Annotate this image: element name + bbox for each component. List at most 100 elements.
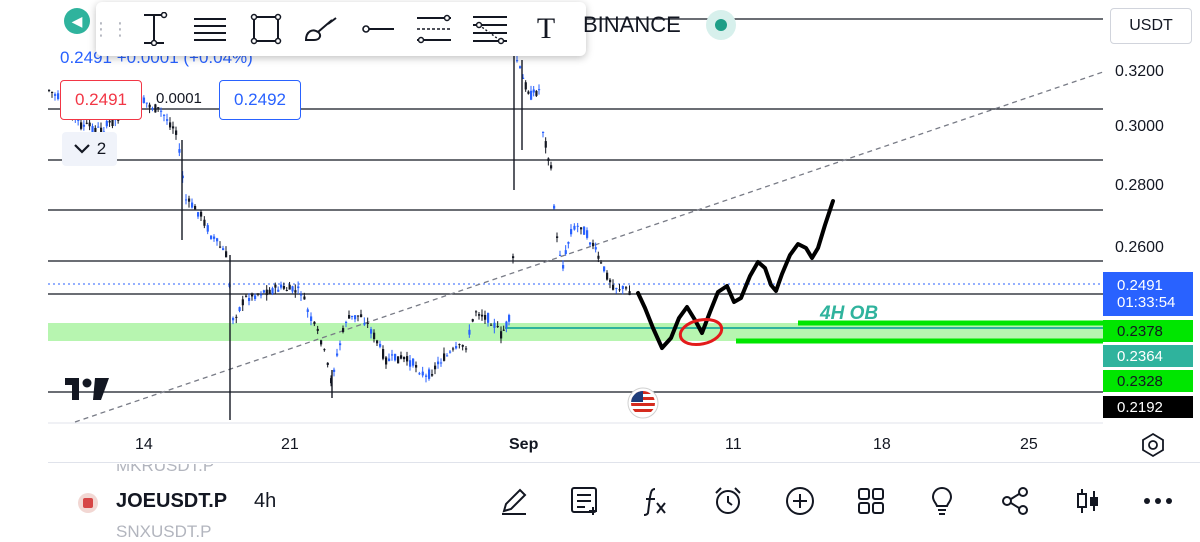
next-symbol[interactable]: SNXUSDT.P [116, 522, 212, 541]
candle-body [415, 365, 418, 368]
candle-body [606, 272, 609, 280]
candle-body [475, 311, 478, 313]
drawing-toolbar: ⋮⋮ T [92, 2, 586, 56]
chart-type-icon[interactable] [1070, 483, 1106, 519]
candle-body [288, 284, 291, 290]
chart-canvas[interactable] [0, 0, 1200, 462]
candle-body [542, 131, 545, 133]
candle-body [271, 288, 274, 294]
candle-body [471, 319, 474, 322]
candle-body [452, 348, 455, 350]
candle-body [219, 246, 222, 248]
price-tick: 0.2600 [1115, 239, 1164, 256]
text-icon[interactable]: T [518, 7, 574, 51]
horizontal-lines-icon[interactable] [182, 7, 238, 51]
candle-body [628, 291, 631, 296]
back-arrow-icon[interactable]: ◀ [64, 8, 90, 34]
candle-body [94, 127, 97, 132]
candle-body [102, 131, 106, 133]
chart-settings-icon[interactable] [1140, 432, 1166, 458]
compare-icon[interactable] [782, 483, 818, 519]
indicators-icon[interactable] [637, 483, 673, 519]
candle-body [163, 114, 166, 116]
candle-body [388, 358, 391, 361]
candle-body [562, 265, 565, 269]
layouts-icon[interactable] [853, 483, 889, 519]
candle-body [339, 343, 342, 346]
candle-body [522, 77, 525, 79]
candle-body [382, 349, 385, 359]
prev-symbol[interactable]: MKRUSDT.P [116, 456, 215, 475]
candle-body [373, 332, 376, 339]
candle-body [431, 374, 434, 376]
share-icon[interactable] [997, 483, 1033, 519]
candle-body [535, 90, 538, 96]
tradingview-logo[interactable] [65, 376, 111, 402]
candle-body [154, 104, 157, 113]
interval-selector[interactable]: 4h [254, 490, 277, 512]
price-label-low: 0.2192 [1103, 396, 1193, 418]
candle-body [403, 356, 406, 360]
candle-body [490, 324, 493, 326]
candle-body [268, 289, 271, 294]
candle-body [446, 355, 449, 357]
price-label-ob-top: 0.2378 [1103, 320, 1193, 342]
candle-body [313, 321, 316, 325]
horizontal-ray-icon[interactable] [350, 7, 406, 51]
candle-body [316, 328, 319, 331]
candle-body [580, 227, 583, 230]
candle-body [160, 110, 163, 112]
candle-body [225, 251, 228, 258]
draw-icon[interactable] [496, 483, 532, 519]
horizontal-levels[interactable] [48, 108, 1103, 393]
us-flag-event-icon[interactable] [627, 387, 659, 419]
candle-body [487, 313, 490, 323]
candle-body [589, 242, 592, 245]
candle-body [406, 356, 409, 362]
candle-body [108, 120, 111, 123]
candle-body [111, 119, 114, 126]
more-icon[interactable] [1140, 483, 1176, 519]
alert-icon[interactable] [710, 483, 746, 519]
vertical-cursor-icon[interactable] [126, 7, 182, 51]
buy-button[interactable]: 0.2492 [219, 80, 301, 120]
brush-icon[interactable] [294, 7, 350, 51]
candle-body [564, 250, 567, 254]
symbol-name[interactable]: JOEUSDT.P [116, 490, 228, 512]
candle-body [524, 82, 527, 90]
currency-select[interactable]: USDT [1110, 8, 1192, 44]
candle-body [175, 130, 178, 135]
ob-annotation-label[interactable]: 4H OB [820, 303, 879, 324]
candle-body [238, 307, 241, 312]
fib-retracement-icon[interactable] [462, 7, 518, 51]
candle-body [570, 229, 573, 235]
candle-body [172, 126, 175, 129]
last-price-label: 0.2491 01:33:54 [1103, 272, 1193, 316]
date-tick: 11 [725, 436, 742, 453]
candle-body [203, 219, 206, 226]
candle-body [91, 126, 94, 133]
candle-body [443, 353, 446, 361]
candle-body [80, 122, 83, 129]
candle-body [291, 286, 294, 292]
candle-body [257, 293, 260, 295]
candle-body [277, 289, 280, 292]
candles [48, 55, 631, 420]
date-tick: 18 [873, 436, 891, 453]
candle-body [615, 287, 618, 289]
rectangle-icon[interactable] [238, 7, 294, 51]
parallel-channel-icon[interactable] [406, 7, 462, 51]
candle-body [455, 346, 458, 349]
candle-body [105, 120, 108, 127]
candle-body [157, 107, 160, 109]
add-note-icon[interactable] [567, 483, 603, 519]
sell-button[interactable]: 0.2491 [60, 80, 142, 120]
drag-handle-icon[interactable]: ⋮⋮ [92, 18, 130, 39]
ideas-icon[interactable] [924, 483, 960, 519]
market-status-icon[interactable] [706, 10, 736, 40]
candle-body [592, 242, 595, 247]
candle-body [232, 317, 235, 321]
indicators-toggle-button[interactable]: 2 [62, 132, 117, 166]
trend-line[interactable] [74, 71, 1104, 423]
candle-body [379, 343, 382, 347]
